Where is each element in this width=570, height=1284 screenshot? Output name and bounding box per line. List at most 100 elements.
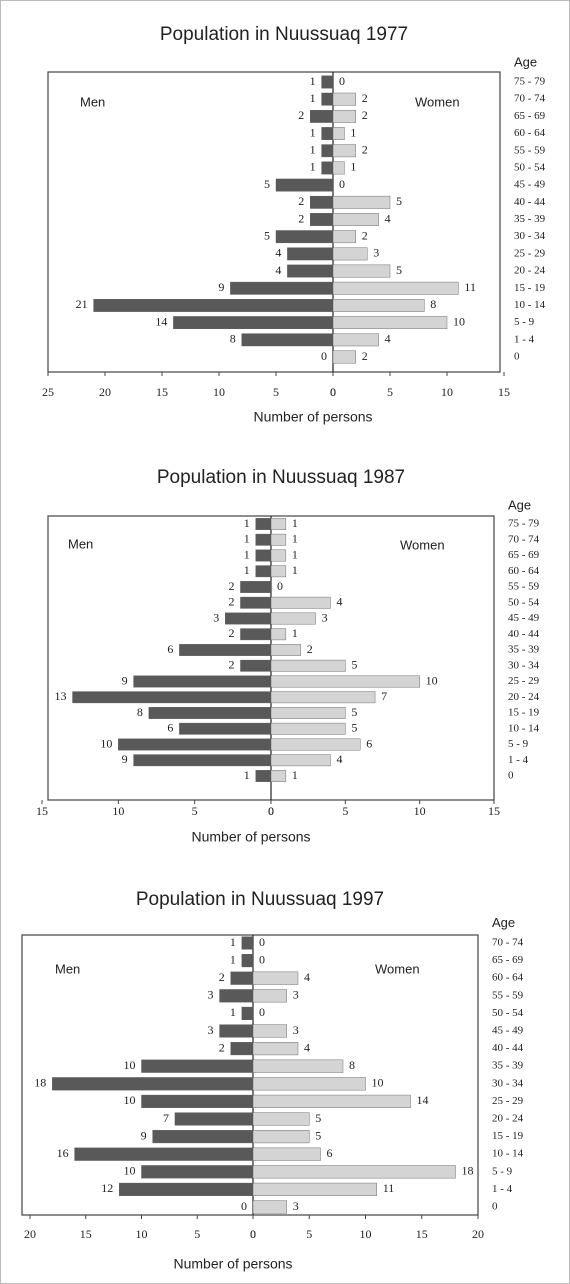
bar [321,127,334,140]
age-label: 15 - 19 [492,1130,524,1142]
legend-label: Men [55,961,80,976]
value-label: 1 [292,532,298,546]
value-label: 9 [122,752,128,766]
bar [270,628,287,641]
value-label: 1 [292,626,298,640]
x-tick-label: 0 [250,1227,256,1241]
bar [173,316,334,330]
age-label: 15 - 19 [508,707,540,719]
age-label: 10 - 14 [508,722,540,734]
value-label: 14 [155,314,167,328]
bar [270,659,346,672]
bar [332,127,345,140]
age-label: 5 - 9 [508,738,529,750]
age-label: 50 - 54 [508,596,540,608]
x-axis-title: Number of persons [253,409,372,425]
value-label: 5 [264,177,270,191]
age-label: 65 - 69 [492,954,524,966]
age-label: 40 - 44 [492,1042,524,1054]
value-label: 3 [293,1199,299,1213]
value-label: 1 [310,160,316,174]
value-label: 2 [219,970,225,984]
bar [332,92,356,106]
x-tick-label: 15 [36,804,48,818]
bar [252,989,287,1003]
bar [255,533,272,546]
bar [141,1165,254,1179]
bar [133,675,272,688]
bar [141,1094,254,1108]
x-tick-label: 5 [194,1227,200,1241]
value-label: 5 [351,658,357,672]
value-label: 2 [228,658,234,672]
value-label: 8 [137,705,143,719]
value-label: 18 [462,1164,474,1178]
value-label: 3 [293,988,299,1002]
value-label: 4 [336,752,342,766]
bar [270,691,376,704]
value-label: 1 [244,563,250,577]
value-label: 8 [230,332,236,346]
bar [321,161,334,175]
bar [287,264,334,278]
value-label: 1 [244,532,250,546]
age-label: 35 - 39 [514,213,546,225]
value-label: 10 [124,1164,136,1178]
x-tick-label: 10 [213,385,225,399]
age-label: 20 - 24 [514,265,546,277]
bar [224,612,272,625]
bar [310,213,334,226]
bar [252,1165,456,1179]
value-label: 1 [310,143,316,157]
chart-title: Population in Nuussuaq 1977 [160,24,408,45]
bar [241,333,334,347]
bar [310,195,334,209]
age-label: 25 - 29 [514,247,546,259]
age-label: 30 - 34 [492,1077,524,1089]
value-label: 2 [298,194,304,208]
age-label: 45 - 49 [508,612,540,624]
value-label: 16 [57,1146,69,1160]
value-label: 11 [464,280,476,294]
bar [270,644,301,656]
value-label: 10 [124,1058,136,1072]
age-label: 30 - 34 [508,659,540,671]
value-label: 1 [292,563,298,577]
bar [321,75,334,89]
bar [240,581,272,593]
bar [174,1112,254,1126]
x-tick-label: 20 [24,1227,36,1241]
value-label: 0 [241,1199,247,1213]
age-label: 45 - 49 [492,1025,524,1037]
value-label: 3 [208,988,214,1002]
bar [255,770,272,782]
bar [230,1042,254,1056]
value-label: 7 [381,689,387,703]
value-label: 4 [385,211,391,225]
value-label: 3 [293,1023,299,1037]
value-label: 8 [430,297,436,311]
value-label: 2 [362,108,368,122]
x-tick-label: 5 [273,385,279,399]
x-tick-label: 5 [387,385,393,399]
bar [270,722,346,735]
age-label: 40 - 44 [508,628,540,640]
age-label: 5 - 9 [514,316,535,328]
x-tick-label: 5 [306,1227,312,1241]
bar [93,299,334,312]
bar [252,1112,310,1126]
value-label: 5 [396,194,402,208]
bar [152,1130,254,1144]
bar [332,213,379,226]
value-label: 1 [292,547,298,561]
x-tick-label: 10 [414,804,426,818]
value-label: 6 [327,1146,333,1160]
value-label: 1 [350,160,356,174]
value-label: 10 [372,1076,384,1090]
bar [219,989,254,1003]
bar [252,1077,366,1091]
value-label: 2 [362,349,368,363]
value-label: 8 [349,1058,355,1072]
age-label: 50 - 54 [492,1007,524,1019]
